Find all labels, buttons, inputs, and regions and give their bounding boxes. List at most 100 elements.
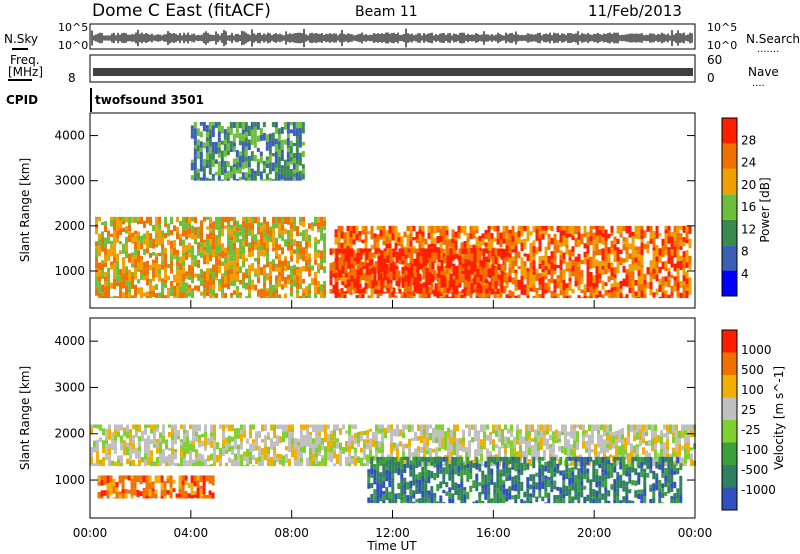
scatter-cell xyxy=(483,427,486,432)
scatter-cell xyxy=(385,492,389,501)
scatter-cell xyxy=(634,296,638,299)
scatter-cell xyxy=(141,457,144,463)
scatter-cell xyxy=(452,254,456,260)
scatter-cell xyxy=(517,279,521,285)
scatter-cell xyxy=(130,475,134,479)
scatter-cell xyxy=(508,275,512,283)
scatter-cell xyxy=(216,454,219,463)
scatter-cell xyxy=(137,257,141,263)
scatter-cell xyxy=(254,234,258,242)
scatter-cell xyxy=(109,489,113,496)
scatter-cell xyxy=(513,452,516,458)
scatter-cell xyxy=(388,456,392,460)
scatter-cell xyxy=(103,490,107,496)
scatter-cell xyxy=(104,254,108,263)
scatter-cell xyxy=(286,129,290,134)
scatter-cell xyxy=(113,271,117,279)
scatter-cell xyxy=(607,247,611,254)
scatter-cell xyxy=(425,279,429,286)
scatter-cell xyxy=(460,481,464,488)
scatter-cell xyxy=(388,480,392,488)
scatter-cell xyxy=(420,447,423,454)
scatter-cell xyxy=(373,275,377,284)
scatter-cell xyxy=(355,230,359,235)
scatter-cell xyxy=(655,256,659,262)
scatter-cell xyxy=(537,427,540,431)
scatter-cell xyxy=(275,293,279,299)
scatter-cell xyxy=(583,225,587,233)
scatter-cell xyxy=(430,461,434,466)
scatter-cell xyxy=(236,266,240,272)
beam-label: Beam 11 xyxy=(355,4,418,20)
scatter-cell xyxy=(571,259,575,266)
scatter-cell xyxy=(288,440,291,445)
scatter-cell xyxy=(637,284,641,292)
scatter-cell xyxy=(226,170,230,179)
scatter-cell xyxy=(191,245,195,254)
scatter-cell xyxy=(628,283,632,289)
scatter-cell xyxy=(386,255,390,263)
scatter-cell xyxy=(405,424,408,430)
scatter-cell xyxy=(364,231,368,236)
scatter-cell xyxy=(431,269,435,275)
power-ylabel: Slant Range [km] xyxy=(18,158,32,262)
scatter-cell xyxy=(323,258,327,263)
scatter-cell xyxy=(299,232,303,237)
scatter-cell xyxy=(479,285,483,294)
scatter-cell xyxy=(338,289,342,294)
scatter-cell xyxy=(430,501,434,504)
scatter-cell xyxy=(558,445,561,452)
scatter-cell xyxy=(376,234,380,243)
scatter-cell xyxy=(685,271,689,279)
scatter-cell xyxy=(168,432,171,438)
scatter-cell xyxy=(239,249,243,256)
scatter-cell xyxy=(616,287,620,293)
scatter-cell xyxy=(634,291,638,297)
scatter-cell xyxy=(306,433,309,440)
scatter-cell xyxy=(658,248,662,256)
scatter-cell xyxy=(670,242,674,250)
scatter-cell xyxy=(690,424,693,431)
scatter-cell xyxy=(519,452,522,461)
scatter-cell xyxy=(95,276,99,284)
scatter-cell xyxy=(200,252,204,258)
scatter-cell xyxy=(362,248,366,253)
scatter-cell xyxy=(169,491,173,499)
scatter-cell xyxy=(643,279,647,285)
scatter-cell xyxy=(393,428,396,437)
scatter-cell xyxy=(210,453,213,461)
scatter-cell xyxy=(96,458,99,464)
scatter-cell xyxy=(634,225,638,233)
scatter-cell xyxy=(637,276,641,280)
scatter-cell xyxy=(290,291,294,297)
scatter-cell xyxy=(283,171,287,178)
scatter-cell xyxy=(475,480,479,485)
scatter-cell xyxy=(241,162,245,170)
scatter-cell xyxy=(204,458,207,467)
scatter-cell xyxy=(106,483,110,491)
scatter-cell xyxy=(261,424,264,432)
scatter-cell xyxy=(186,446,189,454)
scatter-cell xyxy=(176,249,180,256)
scatter-cell xyxy=(445,230,449,236)
scatter-cell xyxy=(534,429,537,437)
scatter-cell xyxy=(225,450,228,454)
scatter-cell xyxy=(95,216,99,220)
scatter-cell xyxy=(392,269,396,276)
scatter-cell xyxy=(534,442,537,449)
scatter-cell xyxy=(136,489,140,498)
scatter-cell xyxy=(583,284,587,288)
scatter-cell xyxy=(517,230,521,238)
scatter-cell xyxy=(394,236,398,244)
scatter-cell xyxy=(250,151,254,158)
scatter-cell xyxy=(370,499,374,503)
scatter-cell xyxy=(624,454,627,460)
scatter-cell xyxy=(264,452,267,461)
scatter-cell xyxy=(269,290,273,297)
scatter-cell xyxy=(255,437,258,443)
scatter-cell xyxy=(101,260,105,264)
scatter-cell xyxy=(101,221,105,226)
scatter-cell xyxy=(436,483,440,492)
scatter-cell xyxy=(684,430,687,436)
scatter-cell xyxy=(464,254,468,260)
